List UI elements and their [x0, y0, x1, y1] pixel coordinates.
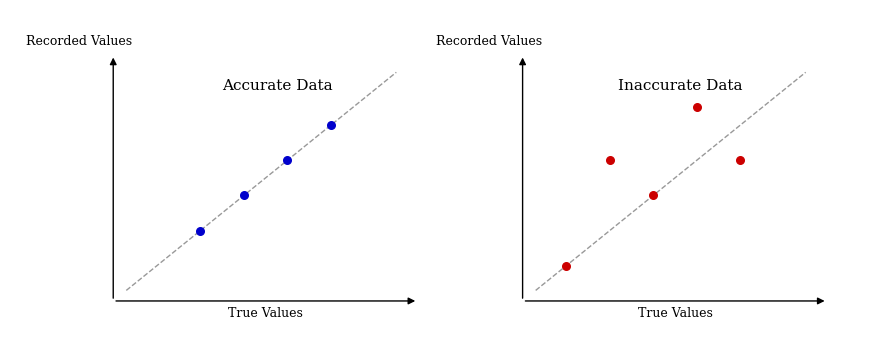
Point [237, 193, 251, 198]
Text: Accurate Data: Accurate Data [222, 79, 333, 93]
Point [193, 228, 207, 233]
Point [280, 158, 294, 163]
X-axis label: True Values: True Values [638, 306, 712, 319]
Point [603, 158, 617, 163]
Point [733, 158, 747, 163]
Text: Recorded Values: Recorded Values [26, 35, 132, 48]
X-axis label: True Values: True Values [228, 306, 303, 319]
Point [559, 263, 573, 268]
Text: Recorded Values: Recorded Values [436, 35, 542, 48]
Point [324, 122, 338, 128]
Point [690, 105, 704, 110]
Text: Inaccurate Data: Inaccurate Data [618, 79, 743, 93]
Point [646, 193, 660, 198]
